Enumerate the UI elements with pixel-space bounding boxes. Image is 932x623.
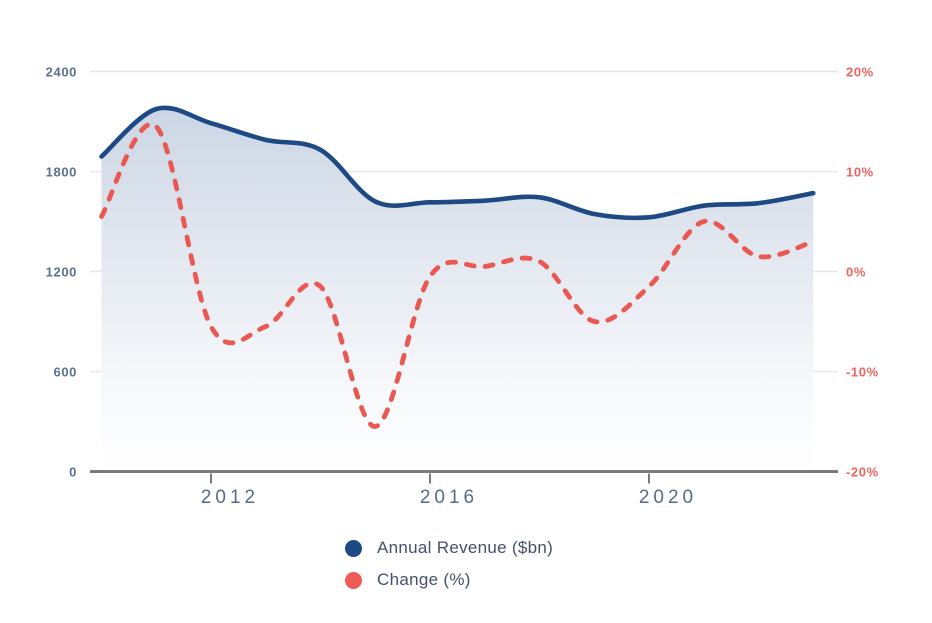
y-axis-right-tick-label: 0% <box>846 264 866 279</box>
revenue-legend-label: Annual Revenue ($bn) <box>377 538 554 557</box>
y-axis-right-tick-label: 10% <box>846 164 874 179</box>
revenue-area-fill <box>101 107 814 472</box>
y-axis-left-tick-label: 1200 <box>45 264 77 279</box>
change-line <box>99 121 816 429</box>
y-axis-left-tick-label: 1800 <box>45 164 77 179</box>
y-axis-right-tick-label: 20% <box>846 64 874 79</box>
revenue-line <box>99 105 816 221</box>
y-axis-left-tick-label: 2400 <box>45 64 77 79</box>
legend: Annual Revenue ($bn) Change (%) <box>345 538 553 590</box>
y-axis-right-tick-label: -10% <box>846 364 879 379</box>
chart-svg <box>90 70 838 484</box>
revenue-legend-dot <box>345 539 362 557</box>
y-axis-right-tick-label: -20% <box>846 464 879 479</box>
x-axis-ticks <box>210 473 650 484</box>
y-axis-left-tick-label: 0 <box>69 464 77 479</box>
x-axis-tick-label: 2016 <box>419 487 479 508</box>
x-axis-tick-label: 2020 <box>638 487 698 508</box>
change-legend-dot <box>345 571 362 589</box>
x-axis-tick-label: 2012 <box>200 487 260 508</box>
change-legend-label: Change (%) <box>377 570 471 589</box>
legend-item-change: Change (%) <box>345 570 553 590</box>
plot-area: 2400 1800 1200 600 0 20% 10% 0% -10% -20% 2012 20… <box>45 64 879 508</box>
y-axis-left-tick-label: 600 <box>53 364 77 379</box>
legend-item-revenue: Annual Revenue ($bn) <box>345 538 553 558</box>
